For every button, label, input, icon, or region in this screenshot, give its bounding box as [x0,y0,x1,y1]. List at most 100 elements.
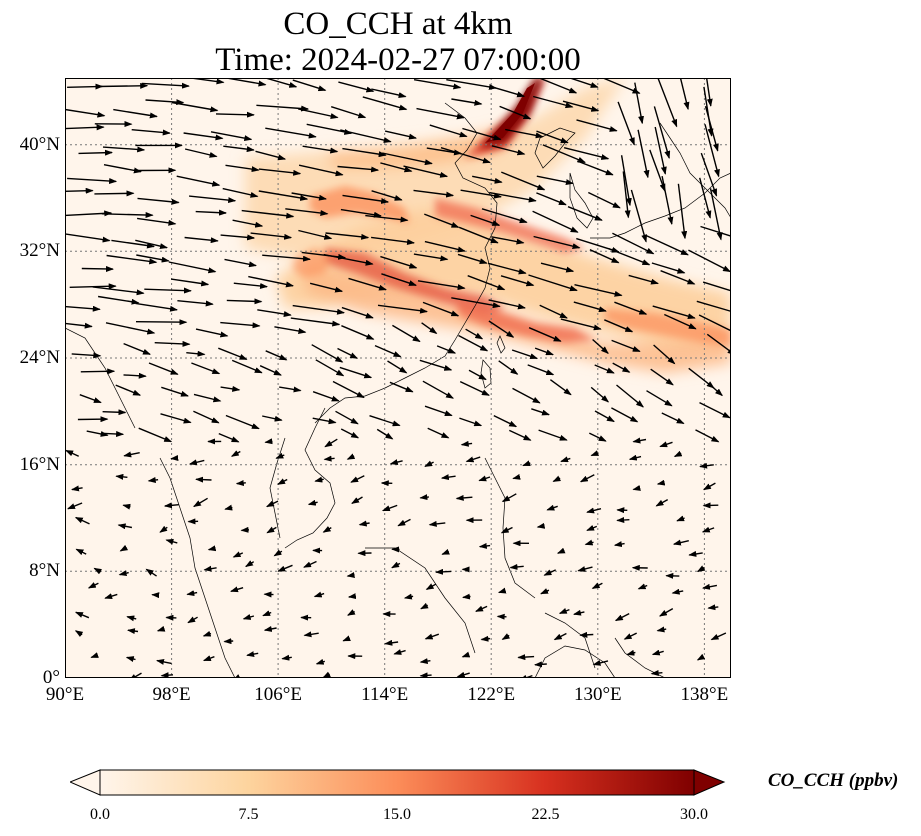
wind-vector [170,455,179,461]
wind-vector [501,171,546,191]
wind-vector [419,658,431,665]
wind-vector [279,386,302,393]
wind-vector [661,175,674,225]
wind-vector [242,614,255,620]
wind-vector [341,325,375,340]
colorbar-tick-label: 15.0 [383,806,411,823]
wind-vector [560,456,571,463]
wind-vector [325,232,370,240]
wind-vector [616,517,630,523]
wind-vector [584,539,594,546]
wind-vector [536,130,569,144]
wind-vector-field [65,78,731,678]
wind-vector [168,261,217,274]
wind-vector [256,104,310,112]
wind-vector [306,123,353,135]
wind-vector [159,525,168,533]
wind-vector [324,438,338,448]
wind-vector [137,197,180,205]
wind-vector [86,430,109,437]
wind-vector [380,255,418,269]
wind-vector [123,372,147,379]
wind-vector [184,236,219,244]
wind-vector [660,270,696,285]
lat-tick-label: 40°N [19,133,60,155]
wind-vector [218,347,248,361]
wind-vector [94,190,135,197]
wind-vector [245,560,255,568]
wind-vector [586,524,598,532]
wind-vector [102,146,146,153]
wind-vector [145,99,185,106]
wind-vector [335,410,359,425]
wind-vector [543,569,556,576]
wind-vector [303,631,319,638]
wind-vector [281,654,292,661]
colorbar-tick-label: 0.0 [90,806,110,823]
wind-vector [533,95,574,109]
wind-vector [654,126,667,175]
wind-vector [462,127,502,141]
wind-vector [207,545,217,552]
wind-vector [189,195,237,204]
wind-vector [377,304,428,314]
wind-vector [136,254,170,263]
wind-vector [462,593,471,600]
wind-vector [102,409,127,416]
wind-vector [465,456,481,463]
wind-vector [115,384,142,396]
wind-vector [341,306,374,319]
colorbar-tick-label: 7.5 [238,806,259,823]
wind-vector [65,449,79,457]
wind-vector [616,384,644,408]
wind-vector [65,108,106,118]
wind-vector [413,253,449,262]
wind-vector [688,550,703,557]
wind-vector [369,415,401,427]
wind-vector [275,452,285,459]
wind-vector [135,239,168,250]
wind-vector [480,635,491,642]
wind-vector [161,386,189,397]
wind-vector [230,586,244,593]
wind-vector [79,394,102,404]
wind-vector [501,633,511,641]
wind-vector [587,191,621,209]
wind-vector [536,175,574,185]
wind-vector [522,460,531,467]
colorbar-label: CO_CCH (ppbv) [768,770,899,791]
wind-vector [322,526,332,533]
wind-vector [138,427,173,443]
wind-vector [322,671,331,678]
wind-vector [231,359,263,374]
wind-vector [634,82,644,125]
wind-vector [220,234,256,241]
wind-vector [604,319,634,333]
wind-vector [314,476,324,483]
wind-vector [511,349,539,360]
wind-vector [422,380,454,399]
wind-vector [347,609,356,616]
wind-vector [298,229,333,240]
wind-vector [210,131,253,142]
wind-vector [608,247,651,266]
wind-vector [574,284,623,297]
wind-vector [171,101,219,113]
wind-vector [539,304,568,319]
colorbar-gradient [99,769,695,796]
wind-vector [700,152,718,197]
wind-vector [696,565,706,573]
wind-vector [614,612,630,622]
wind-vector [488,320,515,338]
wind-vector [80,368,116,375]
wind-vector [592,659,609,666]
wind-vector [186,350,206,357]
wind-vector [577,566,593,572]
wind-vector [235,479,246,486]
wind-vector [424,213,460,228]
wind-vector [478,475,491,482]
wind-vector [710,632,727,641]
wind-vector [591,582,603,590]
wind-vector [122,503,131,510]
wind-vector [387,360,408,374]
